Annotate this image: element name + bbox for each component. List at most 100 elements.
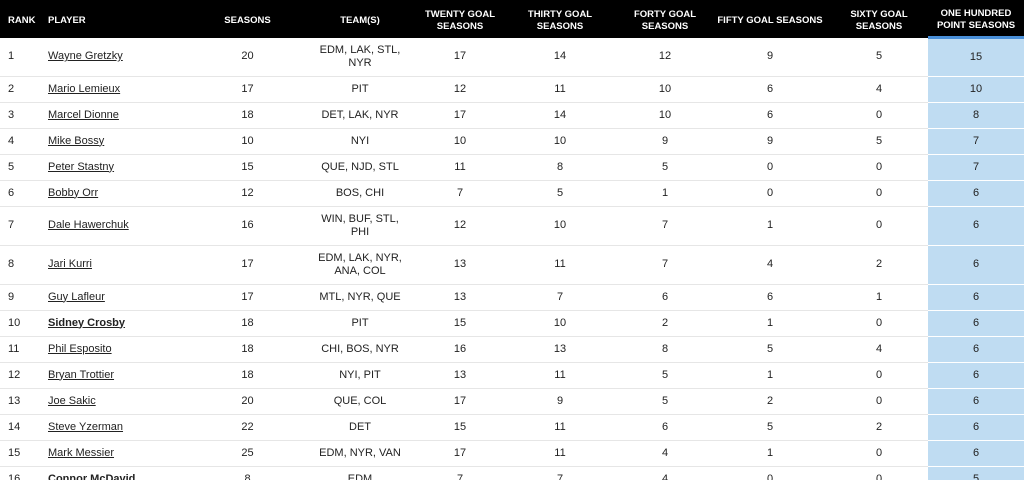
teams-text: NYI <box>350 134 370 147</box>
cell: 6 <box>928 206 1024 246</box>
teams-text: PIT <box>351 316 369 329</box>
cell: 17 <box>420 102 500 129</box>
cell-text: 10 <box>658 108 672 121</box>
cell: 6 <box>928 284 1024 311</box>
teams-text: EDM <box>347 472 373 480</box>
cell: 9 <box>710 128 830 155</box>
player-link[interactable]: Connor McDavid <box>48 472 136 480</box>
cell-text: 7 <box>556 290 564 303</box>
cell: 1 <box>710 310 830 337</box>
player-link[interactable]: Wayne Gretzky <box>48 50 123 62</box>
cell: NYI, PIT <box>300 362 420 389</box>
cell-text: 8 <box>556 160 564 173</box>
column-header: PLAYER <box>42 0 195 38</box>
cell-text: 0 <box>875 108 883 121</box>
cell-text: 18 <box>241 316 254 329</box>
player-link[interactable]: Dale Hawerchuk <box>48 219 129 231</box>
cell-text: 11 <box>454 160 466 173</box>
cell-text: 15 <box>969 50 983 63</box>
header-row: RANK PLAYER SEASONS TEAM(S) TWENTY GOAL SEAS… <box>0 0 1024 39</box>
cell: Sidney Crosby <box>42 310 195 337</box>
cell: 13 <box>500 336 620 363</box>
cell: 6 <box>928 310 1024 337</box>
cell-text: 0 <box>766 160 774 173</box>
cell: Bryan Trottier <box>42 362 195 389</box>
column-header: THIRTY GOAL SEASONS <box>500 0 620 38</box>
cell-text: 7 <box>8 219 15 231</box>
player-link[interactable]: Phil Esposito <box>48 342 112 355</box>
cell: Guy Lafleur <box>42 284 195 311</box>
cell: 15 <box>928 37 1024 77</box>
cell: 16 <box>420 336 500 363</box>
table-body: 1 Wayne Gretzky 20 EDM, LAK, STL, NYR 17 14 12… <box>0 37 1024 480</box>
cell: 7 <box>620 245 710 285</box>
cell: Mike Bossy <box>42 128 195 155</box>
cell: 12 <box>620 37 710 77</box>
cell: 2 <box>830 414 928 441</box>
table-row: 10 Sidney Crosby 18 PIT 15 10 2 1 0 6 <box>0 310 1024 337</box>
cell: QUE, COL <box>300 388 420 415</box>
teams-text: NYI, PIT <box>339 368 381 381</box>
cell: 16 <box>195 206 300 246</box>
cell: 6 <box>928 336 1024 363</box>
cell-text: 6 <box>972 394 980 407</box>
cell: Phil Esposito <box>42 336 195 363</box>
cell: 0 <box>830 466 928 480</box>
player-link[interactable]: Peter Stastny <box>48 160 115 173</box>
cell-text: 4 <box>8 134 15 147</box>
table-row: 4 Mike Bossy 10 NYI 10 10 9 9 5 7 <box>0 128 1024 155</box>
cell: 4 <box>710 245 830 285</box>
cell-text: 10 <box>553 316 567 329</box>
player-link[interactable]: Jari Kurri <box>48 258 93 270</box>
player-link[interactable]: Joe Sakic <box>48 394 96 407</box>
player-link[interactable]: Bobby Orr <box>48 186 99 199</box>
player-link[interactable]: Mike Bossy <box>48 134 105 147</box>
cell-text: 7 <box>456 472 464 480</box>
cell-text: 0 <box>875 368 883 381</box>
cell-text: 12 <box>453 82 467 95</box>
player-link[interactable]: Guy Lafleur <box>48 290 105 303</box>
cell-text: 5 <box>766 420 774 433</box>
cell-text: 18 <box>241 108 254 121</box>
teams-text: WIN, BUF, STL, PHI <box>321 212 399 238</box>
cell: 9 <box>0 284 42 311</box>
cell: 10 <box>195 128 300 155</box>
player-link[interactable]: Mario Lemieux <box>48 82 121 95</box>
cell-text: 11 <box>554 258 566 270</box>
cell: 0 <box>830 102 928 129</box>
player-link[interactable]: Bryan Trottier <box>48 368 115 381</box>
cell: 11 <box>500 76 620 103</box>
cell: 4 <box>0 128 42 155</box>
cell: 0 <box>830 362 928 389</box>
cell-text: 0 <box>875 316 883 329</box>
cell-text: 10 <box>453 134 467 147</box>
player-link[interactable]: Mark Messier <box>48 446 115 459</box>
cell-text: 1 <box>766 316 774 329</box>
cell-text: 9 <box>556 394 564 407</box>
teams-text: DET, LAK, NYR <box>321 108 399 121</box>
cell-text: 4 <box>875 342 883 355</box>
cell: PIT <box>300 76 420 103</box>
cell-text: 6 <box>972 186 980 199</box>
cell: 14 <box>0 414 42 441</box>
cell: WIN, BUF, STL, PHI <box>300 206 420 246</box>
cell: 2 <box>620 310 710 337</box>
cell-text: 4 <box>875 82 883 95</box>
player-link[interactable]: Marcel Dionne <box>48 108 119 121</box>
table-row: 9 Guy Lafleur 17 MTL, NYR, QUE 13 7 6 6 1 6 <box>0 284 1024 311</box>
player-link[interactable]: Sidney Crosby <box>48 316 126 329</box>
column-header: RANK <box>0 0 42 38</box>
cell-text: 7 <box>972 134 980 147</box>
cell: 4 <box>830 336 928 363</box>
cell: 17 <box>195 76 300 103</box>
cell: MTL, NYR, QUE <box>300 284 420 311</box>
cell-text: 12 <box>453 219 467 231</box>
cell: 13 <box>420 362 500 389</box>
cell: 10 <box>0 310 42 337</box>
player-link[interactable]: Steve Yzerman <box>48 420 124 433</box>
teams-text: MTL, NYR, QUE <box>319 290 401 303</box>
cell-text: 6 <box>661 420 669 433</box>
table-header: RANK PLAYER SEASONS TEAM(S) TWENTY GOAL SEAS… <box>0 0 1024 39</box>
cell-text: 10 <box>241 134 254 147</box>
